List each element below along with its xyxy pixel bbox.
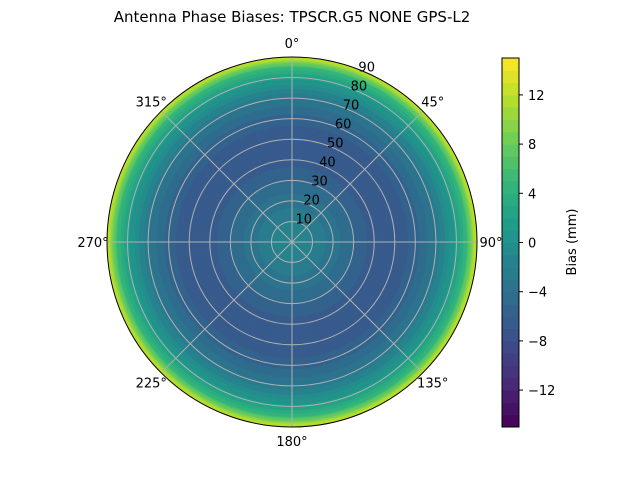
azimuth-tick-label: 45° [421, 95, 444, 110]
colorbar-level [502, 267, 519, 280]
axis-labels: 0° 45° 90° 135° 180° 225° 270° 315° 10 20 30 40 50 60… [77, 37, 502, 450]
colorbar-tick-label: −12 [528, 384, 555, 399]
colorbar-level [502, 217, 519, 231]
radial-tick-label: 30 [311, 174, 328, 189]
colorbar-level [502, 254, 519, 268]
colorbar-level [502, 230, 519, 243]
azimuth-tick-label: 90° [479, 236, 502, 251]
radial-tick-label: 10 [296, 212, 313, 227]
azimuth-gridline [160, 110, 293, 243]
colorbar-level [502, 377, 519, 391]
colorbar-tick-label: 4 [528, 187, 536, 202]
colorbar-level [502, 340, 519, 354]
colorbar-level [502, 390, 519, 403]
radial-tick-label: 70 [343, 98, 360, 113]
colorbar-tick-label: 0 [528, 237, 536, 252]
colorbar-level [502, 131, 519, 145]
radial-tick-label: 60 [335, 117, 352, 132]
colorbar-level [502, 242, 519, 256]
colorbar-level [502, 353, 519, 366]
colorbar-level [502, 119, 519, 133]
colorbar-label: Bias (mm) [565, 209, 580, 276]
colorbar-level [502, 291, 519, 305]
colorbar-level [502, 70, 519, 84]
radial-tick-label: 40 [319, 155, 336, 170]
colorbar-level [502, 328, 519, 342]
colorbar-level [502, 414, 519, 428]
colorbar-level [502, 94, 519, 108]
azimuth-gridline [291, 241, 424, 374]
colorbar-level [502, 156, 519, 170]
colorbar-level [502, 181, 519, 194]
colorbar-level [502, 304, 519, 317]
colorbar-level [502, 82, 519, 96]
radial-tick-label: 20 [303, 193, 320, 208]
chart-title: Antenna Phase Biases: TPSCR.G5 NONE GPS-… [114, 8, 471, 26]
azimuth-tick-label: 180° [276, 435, 307, 450]
radial-tick-label: 50 [327, 136, 344, 151]
colorbar-level [502, 107, 519, 120]
colorbar-level [502, 168, 519, 182]
azimuth-tick-label: 135° [417, 377, 448, 392]
colorbar-tick-label: −8 [528, 335, 547, 350]
radial-tick-label: 80 [351, 79, 368, 94]
colorbar-tick-label: −4 [528, 286, 547, 301]
colorbar-level [502, 205, 519, 219]
polar-frame [106, 56, 478, 428]
colorbar-level [502, 193, 519, 207]
azimuth-tick-label: 315° [136, 95, 167, 110]
colorbar-level [502, 365, 519, 379]
azimuth-tick-label: 225° [136, 377, 167, 392]
azimuth-tick-label: 270° [77, 236, 108, 251]
azimuth-gridline [160, 241, 293, 374]
azimuth-tick-label: 0° [285, 37, 300, 52]
azimuth-gridline [291, 110, 424, 243]
radial-tick-label: 90 [358, 60, 375, 75]
colorbar-level [502, 402, 519, 416]
colorbar-tick-label: 12 [528, 89, 545, 104]
colorbar-level [502, 279, 519, 293]
colorbar-level [502, 316, 519, 330]
colorbar-tick-label: 8 [528, 138, 536, 153]
colorbar-level [502, 144, 519, 157]
polar-grid [106, 56, 478, 428]
colorbar-level [502, 58, 519, 71]
colorbar: −12 −8 −4 0 4 8 12 [501, 57, 555, 428]
